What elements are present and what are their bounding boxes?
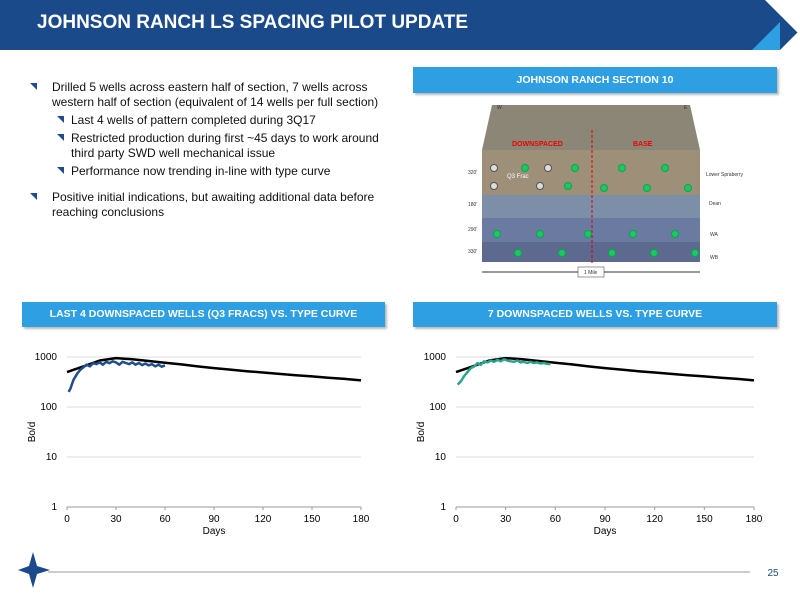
x-axis-label: Days [594,526,617,537]
x-tick-label: 30 [500,514,512,525]
fig-label: Lower Spraberry [706,172,743,178]
logo [18,552,50,588]
header-deco [752,22,780,50]
fig-label: W [497,105,502,111]
x-tick-label: 180 [353,514,370,525]
fig-label: 180' [468,202,477,208]
y-axis-label: Bo/d [27,422,38,443]
q3-frac-dots [490,164,552,190]
series-line [67,360,166,393]
fig-label: WB [710,255,719,261]
header-band [0,0,800,50]
chart-title: LAST 4 DOWNSPACED WELLS (Q3 FRACS) VS. T… [22,302,385,327]
x-tick-label: 90 [599,514,611,525]
x-tick-label: 150 [304,514,321,525]
sub-bullet: Restricted production during first ~45 d… [57,131,392,161]
bullet: Drilled 5 wells across eastern half of s… [30,80,392,179]
fig-label: 290' [468,227,477,233]
chart-title: 7 DOWNSPACED WELLS VS. TYPE CURVE [413,302,777,327]
fig-label: DOWNSPACED [512,141,563,148]
fig-label: Dean [709,201,721,207]
slide-title: JOHNSON RANCH LS SPACING PILOT UPDATE [37,12,469,33]
well-dots [493,164,699,257]
bullet-text: Drilled 5 wells across eastern half of s… [52,80,379,109]
x-tick-label: 0 [64,514,70,525]
fig-label: 320' [468,170,477,176]
scale-box [577,266,605,278]
y-tick-label: 1000 [424,352,447,363]
x-tick-label: 30 [110,514,122,525]
bullet: Positive initial indications, but awaiti… [30,190,392,220]
y-tick-label: 1000 [35,352,58,363]
zone-layer [482,242,700,262]
x-tick-label: 150 [696,514,713,525]
fig-label: E [684,105,688,111]
y-tick-label: 1 [440,502,446,513]
fig-label: Q3 Frac [507,174,529,180]
zone-layer [482,195,700,218]
series-line [456,358,551,386]
zone-layer [482,150,700,195]
fig-label: 330' [468,249,477,255]
fig-label: WA [710,232,719,238]
figure-title: JOHNSON RANCH SECTION 10 [413,67,777,93]
y-tick-label: 10 [435,452,447,463]
x-tick-label: 60 [550,514,562,525]
y-tick-label: 100 [429,402,446,413]
x-tick-label: 90 [208,514,220,525]
header-deco [780,30,800,50]
bullet-text: Positive initial indications, but awaiti… [52,190,375,219]
series-line [455,356,755,382]
x-tick-label: 120 [255,514,272,525]
series-line [66,356,362,382]
sub-bullet: Last 4 wells of pattern completed during… [57,113,392,128]
zone-layer [482,218,700,242]
sub-bullet: Performance now trending in-line with ty… [57,164,392,179]
x-tick-label: 60 [159,514,171,525]
y-axis-label: Bo/d [416,422,427,443]
page-number: 25 [767,568,779,579]
y-tick-label: 1 [51,502,57,513]
y-tick-label: 10 [46,452,58,463]
x-axis-label: Days [203,526,226,537]
satellite-surface [482,105,700,150]
fig-label: BASE [633,141,653,148]
y-tick-label: 100 [40,402,57,413]
fig-label: 1 Mile [584,270,598,276]
x-tick-label: 180 [746,514,763,525]
figure-labels: W E DOWNSPACED BASE Q3 Frac 1 Mile Lower… [468,105,743,276]
header-deco [765,0,800,35]
x-tick-label: 0 [453,514,459,525]
x-tick-label: 120 [646,514,663,525]
